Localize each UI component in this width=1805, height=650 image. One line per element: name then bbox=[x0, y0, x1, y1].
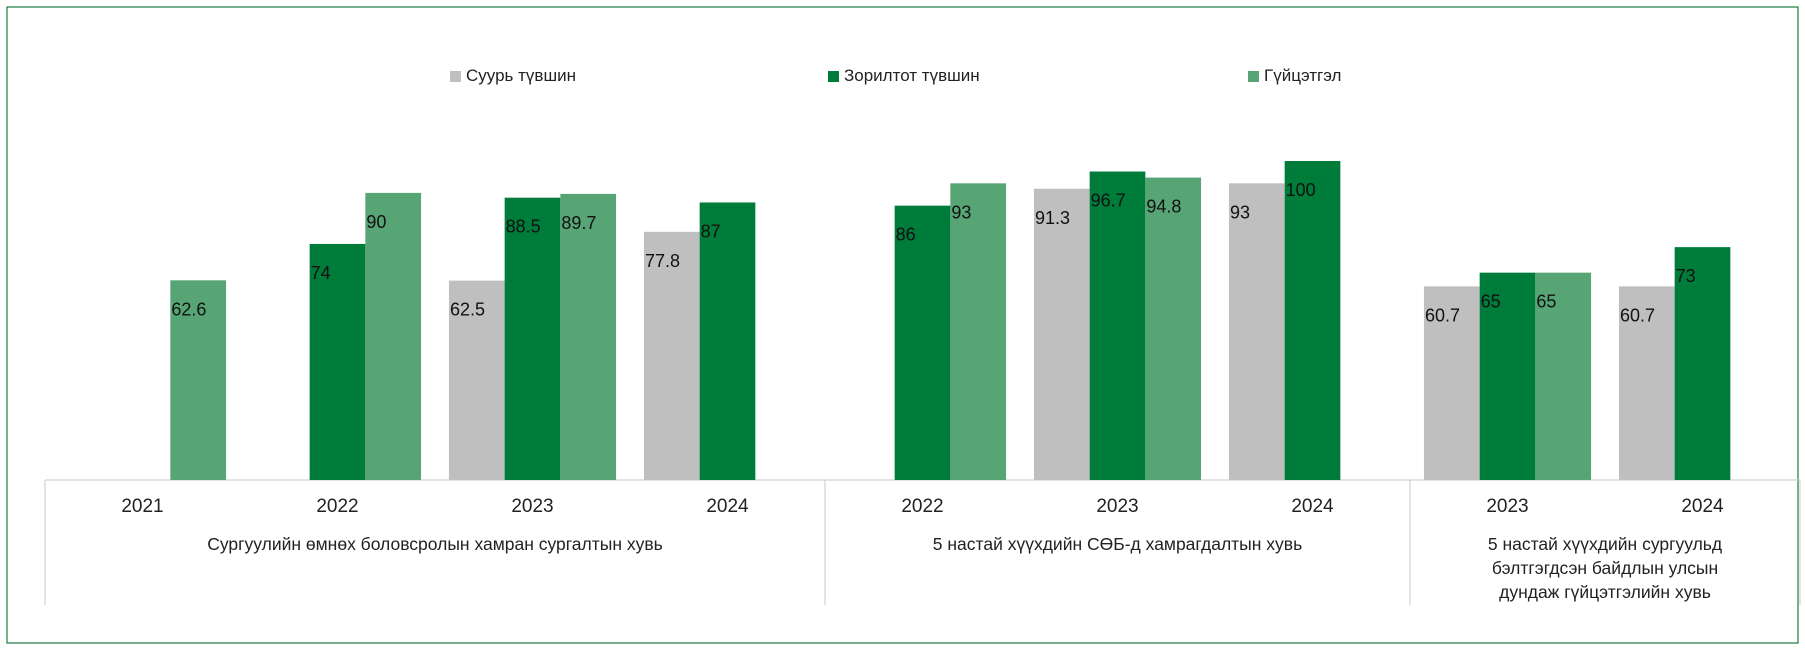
legend-item-target: Зорилтот түвшин bbox=[828, 66, 980, 86]
x-tick-label: 2024 bbox=[1291, 496, 1334, 517]
bar-actual bbox=[170, 280, 227, 480]
x-tick-label: 2024 bbox=[1681, 496, 1724, 517]
bar-base bbox=[643, 231, 700, 480]
legend-item-base: Суурь түвшин bbox=[450, 66, 576, 86]
legend-label-base: Суурь түвшин bbox=[466, 66, 576, 85]
group-label-line: 5 настай хүүхдийн сургуульд bbox=[1488, 534, 1722, 554]
x-tick-label: 2022 bbox=[901, 496, 943, 517]
bar-actual bbox=[1145, 177, 1202, 480]
bar-target bbox=[1089, 171, 1146, 481]
bar-target bbox=[504, 197, 561, 480]
group-label: Сургуулийн өмнөх боловсролын хамран сург… bbox=[207, 534, 663, 554]
data-label: 62.5 bbox=[450, 300, 485, 320]
legend-item-actual: Гүйцэтгэл bbox=[1248, 66, 1341, 86]
data-label: 93 bbox=[951, 202, 971, 222]
data-label: 60.7 bbox=[1425, 305, 1460, 325]
legend-swatch-actual bbox=[1248, 70, 1259, 82]
bar-actual bbox=[365, 192, 422, 480]
bar-actual bbox=[950, 183, 1007, 480]
data-label: 65 bbox=[1481, 292, 1501, 312]
x-tick-label: 2021 bbox=[121, 496, 163, 517]
x-tick-label: 2023 bbox=[1486, 496, 1528, 517]
data-label: 93 bbox=[1230, 202, 1250, 222]
data-label: 65 bbox=[1536, 292, 1556, 312]
x-tick-label: 2023 bbox=[511, 496, 553, 517]
data-label: 90 bbox=[366, 212, 386, 232]
x-tick-label: 2022 bbox=[316, 496, 358, 517]
data-label: 96.7 bbox=[1091, 191, 1126, 211]
legend-label-actual: Гүйцэтгэл bbox=[1264, 66, 1342, 85]
bar-target bbox=[309, 243, 366, 480]
bar-target bbox=[1284, 161, 1341, 480]
data-label: 73 bbox=[1676, 266, 1696, 286]
group-label-line: дундаж гүйцэтгэлийн хувь bbox=[1499, 582, 1711, 602]
data-label: 100 bbox=[1286, 180, 1316, 200]
bar-base bbox=[1033, 188, 1090, 481]
bar-target bbox=[699, 202, 756, 480]
data-label: 86 bbox=[896, 225, 916, 245]
legend-label-target: Зорилтот түвшин bbox=[844, 66, 980, 85]
bar-base bbox=[1228, 183, 1285, 480]
x-tick-label: 2024 bbox=[706, 496, 749, 517]
chart-border bbox=[6, 6, 1799, 644]
data-label: 60.7 bbox=[1620, 305, 1655, 325]
data-label: 77.8 bbox=[645, 251, 680, 271]
bar-actual bbox=[560, 193, 617, 480]
legend-swatch-base bbox=[450, 70, 461, 82]
data-label: 91.3 bbox=[1035, 208, 1070, 228]
bar-base bbox=[448, 280, 505, 480]
data-label: 88.5 bbox=[506, 217, 541, 237]
bar-base bbox=[1618, 286, 1675, 480]
bar-target bbox=[894, 205, 951, 480]
bar-target bbox=[1674, 247, 1731, 480]
bar-actual bbox=[1535, 272, 1592, 480]
data-label: 74 bbox=[311, 263, 331, 283]
group-label-line: бэлтгэгдсэн байдлын улсын bbox=[1492, 558, 1718, 578]
data-label: 94.8 bbox=[1146, 197, 1181, 217]
data-label: 89.7 bbox=[561, 213, 596, 233]
bar-target bbox=[1479, 272, 1536, 480]
data-label: 87 bbox=[701, 221, 721, 241]
bar-base bbox=[1423, 286, 1480, 480]
legend-swatch-target bbox=[828, 70, 839, 82]
group-label: 5 настай хүүхдийн СӨБ-д хамрагдалтын хув… bbox=[933, 534, 1302, 554]
data-label: 62.6 bbox=[171, 299, 206, 319]
x-tick-label: 2023 bbox=[1096, 496, 1138, 517]
